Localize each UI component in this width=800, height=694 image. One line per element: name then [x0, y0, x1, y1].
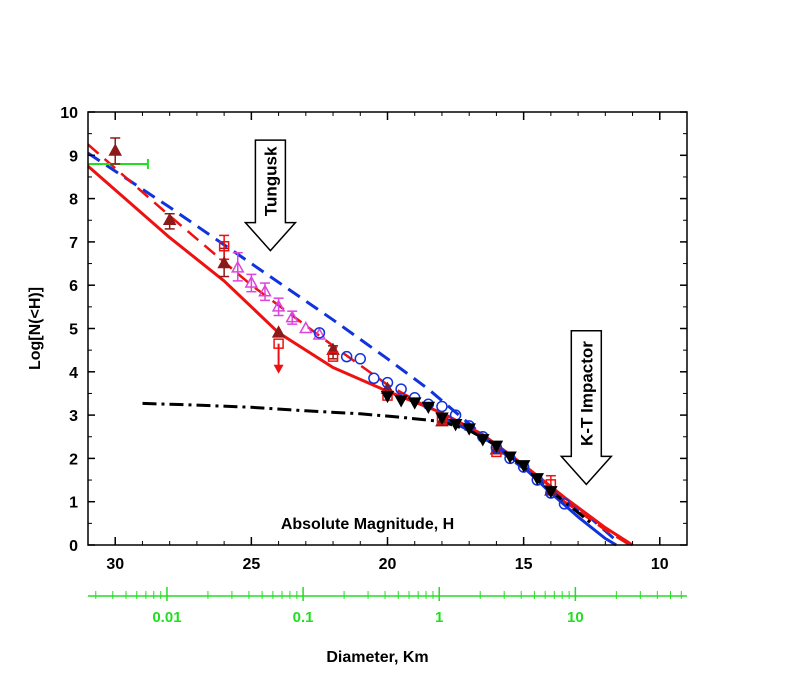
annotations-layer: Tungusk K-T Impactor: [243, 139, 613, 486]
y-tick-label: 8: [69, 192, 78, 209]
data-point-triangle-up: [217, 255, 231, 269]
data-point-circle: [368, 372, 380, 385]
data-point-triangle-down: [394, 395, 408, 408]
data-point-circle: [558, 498, 571, 510]
data-point-square: [327, 351, 339, 362]
x-tick-label: 15: [515, 556, 533, 573]
data-point-triangle-up: [258, 284, 272, 297]
data-point-triangle-up: [271, 299, 286, 312]
data-point-triangle-up: [162, 212, 177, 225]
data-point-triangle-up: [299, 320, 313, 334]
annotation-label: K-T Impactor: [577, 341, 596, 446]
data-point-triangle-down: [489, 440, 504, 453]
y-tick-label: 5: [69, 322, 78, 339]
y-tick-label: 10: [60, 105, 78, 122]
data-point-triangle-down: [380, 390, 395, 404]
data-point-triangle-down: [462, 423, 476, 436]
x-tick-label: 10: [651, 556, 669, 573]
y-tick-label: 3: [69, 408, 78, 425]
y-tick-label: 9: [69, 148, 78, 165]
data-point-triangle-down: [407, 397, 422, 410]
y-axis-label: Log[N(<H)]: [27, 287, 44, 370]
data-point-triangle-down: [476, 434, 490, 447]
data-point-triangle-up: [312, 327, 327, 340]
diameter-axis-label: Diameter, Km: [326, 649, 428, 666]
data-point-triangle-down: [421, 401, 436, 414]
data-point-triangle-up: [244, 275, 259, 288]
diameter-tick-label: 0.1: [293, 609, 314, 626]
data-point-triangle-down: [516, 460, 531, 473]
y-tick-label: 7: [69, 235, 78, 252]
y-tick-label: 2: [69, 451, 78, 468]
x-tick-label: 20: [379, 556, 397, 573]
axes-layer: 0 1 2 3 4 5 6 7 8 9 10 30 25 20 15 10: [60, 105, 688, 573]
diameter-tick-label: 10: [567, 609, 584, 626]
data-point-triangle-up: [271, 325, 286, 338]
upper-limit-arrowhead: [273, 364, 284, 374]
plot-frame: [87, 111, 688, 546]
y-tick-label: 0: [69, 538, 78, 555]
data-point-triangle-down: [448, 419, 463, 432]
y-tick-label: 1: [69, 495, 78, 512]
x-axis-label: Absolute Magnitude, H: [281, 516, 454, 533]
diameter-tick-label: 1: [435, 609, 443, 626]
data-point-square: [218, 240, 230, 252]
data-point-triangle-down: [544, 486, 558, 499]
data-point-circle: [340, 350, 353, 363]
y-tick-label: 6: [69, 278, 78, 295]
data-point-square: [273, 338, 284, 349]
data-point-triangle-up: [285, 310, 299, 323]
x-tick-label: 30: [106, 556, 124, 573]
data-point-triangle-up: [108, 143, 122, 156]
data-points-layer: [108, 143, 571, 510]
data-point-triangle-up: [230, 260, 245, 273]
x-tick-label: 25: [242, 556, 260, 573]
diameter-axis: 0.01 0.1 1 10: [88, 587, 687, 626]
data-point-triangle-down: [435, 412, 449, 425]
data-point-triangle-down: [503, 451, 517, 464]
annotation-arrow: [559, 329, 613, 486]
data-point-circle: [395, 383, 407, 395]
annotation-arrow: [243, 139, 298, 252]
annotation-label: Tungusk: [261, 146, 280, 216]
diameter-tick-label: 0.01: [152, 609, 181, 626]
data-point-circle: [313, 327, 326, 339]
data-point-circle: [436, 400, 448, 413]
y-tick-label: 4: [69, 365, 78, 382]
data-point-triangle-down: [530, 473, 545, 486]
data-point-circle: [381, 376, 394, 389]
data-point-circle: [354, 353, 367, 365]
